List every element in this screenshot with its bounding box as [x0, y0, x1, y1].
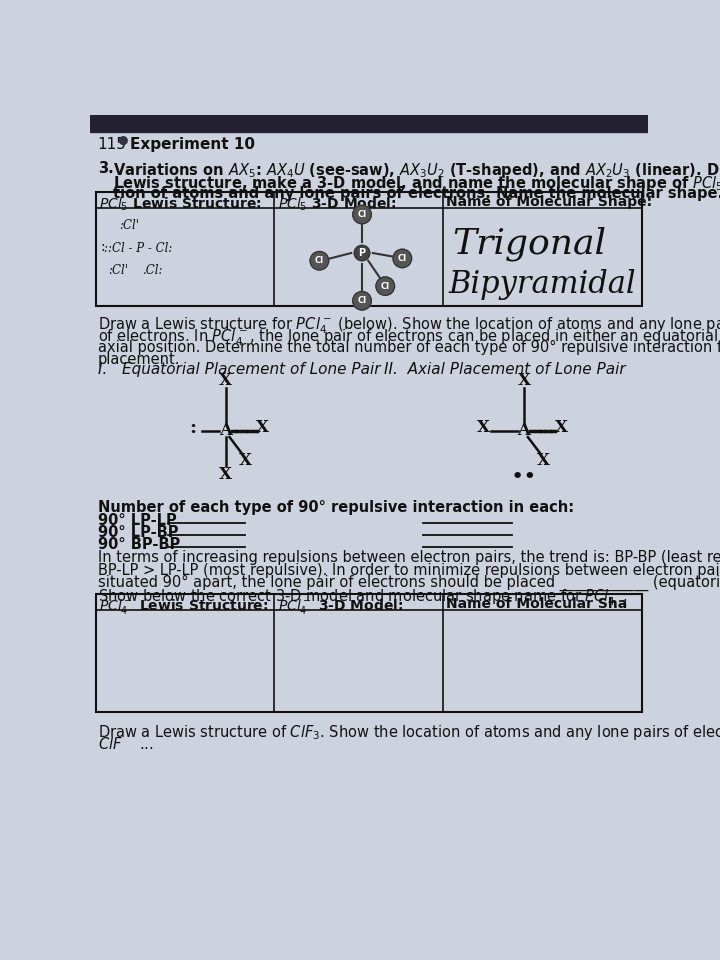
Text: .Cl:: .Cl: [143, 264, 163, 276]
Text: $PCl_4^-$ Lewis Structure:: $PCl_4^-$ Lewis Structure: [99, 597, 269, 616]
Circle shape [120, 136, 127, 144]
Text: Cl: Cl [397, 254, 407, 263]
Text: I.   Equatorial Placement of Lone Pair: I. Equatorial Placement of Lone Pair [98, 362, 380, 376]
Text: Trigonal: Trigonal [452, 227, 606, 261]
Text: Cl: Cl [315, 256, 324, 265]
Text: X: X [537, 451, 550, 468]
Text: BP-LP > LP-LP (most repulsive). In order to minimize repulsions between electron: BP-LP > LP-LP (most repulsive). In order… [98, 563, 720, 578]
Text: 115: 115 [98, 136, 127, 152]
Text: :: : [189, 419, 197, 437]
Text: $PCl_4^-$ 3-D Model:: $PCl_4^-$ 3-D Model: [277, 597, 403, 616]
Circle shape [310, 252, 329, 270]
Bar [96, 594, 642, 712]
Text: Cl: Cl [357, 297, 366, 305]
Text: Experiment 10: Experiment 10 [130, 136, 256, 152]
Text: A: A [518, 422, 531, 440]
Text: X: X [518, 372, 531, 390]
Text: 3.: 3. [98, 161, 114, 177]
Text: P: P [359, 248, 366, 258]
Circle shape [393, 250, 412, 268]
Text: In terms of increasing repulsions between electron pairs, the trend is: BP-BP (l: In terms of increasing repulsions betwee… [98, 550, 720, 565]
Text: tion of atoms and any lone pairs of electrons. Name the molecular shape.: tion of atoms and any lone pairs of elec… [113, 186, 720, 201]
Text: Number of each type of 90° repulsive interaction in each:: Number of each type of 90° repulsive int… [98, 500, 574, 516]
Circle shape [354, 246, 370, 261]
Text: Name of Molecular Shape:: Name of Molecular Shape: [446, 195, 652, 209]
Text: :Cl': :Cl' [120, 219, 140, 232]
Text: X: X [238, 451, 251, 468]
Text: II.  Axial Placement of Lone Pair: II. Axial Placement of Lone Pair [384, 362, 626, 376]
Text: Cl: Cl [381, 281, 390, 291]
Text: X: X [554, 420, 567, 436]
Text: $ClF$    ...: $ClF$ ... [98, 735, 153, 752]
Text: Variations on $AX_5$: $AX_4U$ (see-saw), $AX_3U_2$ (T-shaped), and $AX_2U_3$ (li: Variations on $AX_5$: $AX_4U$ (see-saw),… [113, 161, 720, 180]
Text: axial position. Determine the total number of each type of 90° repulsive interac: axial position. Determine the total numb… [98, 340, 720, 355]
Text: X: X [477, 420, 490, 436]
Circle shape [353, 292, 372, 310]
Text: X: X [219, 372, 232, 390]
Text: Lewis structure, make a 3-D model, and name the molecular shape of $PCl_5$. Show: Lewis structure, make a 3-D model, and n… [113, 174, 720, 193]
Text: Draw a Lewis structure for $PCl_4^-$ (below). Show the location of atoms and any: Draw a Lewis structure for $PCl_4^-$ (be… [98, 316, 720, 336]
Circle shape [353, 205, 372, 224]
Text: A: A [219, 422, 232, 440]
Text: X: X [256, 420, 269, 436]
Text: Show below the correct 3-D model and molecular shape name for $PCl_4^-$.: Show below the correct 3-D model and mol… [98, 588, 627, 608]
Text: X: X [219, 466, 232, 483]
Bar [96, 192, 642, 306]
Text: $PCl_5$ 3-D Model:: $PCl_5$ 3-D Model: [277, 195, 396, 213]
Text: :Cl': :Cl' [108, 264, 128, 276]
Text: 90° LP-LP: 90° LP-LP [98, 513, 176, 528]
Text: situated 90° apart, the lone pair of electrons should be placed ____________ (eq: situated 90° apart, the lone pair of ele… [98, 575, 720, 591]
Text: :: : [100, 240, 104, 254]
Text: Bipyramidal: Bipyramidal [449, 269, 636, 300]
Text: 90° LP-BP: 90° LP-BP [98, 525, 179, 540]
Text: 90° BP-BP: 90° BP-BP [98, 538, 180, 552]
Bar [90, 115, 648, 132]
Text: placement.: placement. [98, 352, 180, 368]
Text: ::Cl - P - Cl:: ::Cl - P - Cl: [104, 242, 172, 255]
Text: Cl: Cl [357, 210, 366, 219]
Circle shape [376, 276, 395, 296]
Text: ••: •• [510, 468, 537, 487]
Text: Draw a Lewis structure of $ClF_3$. Show the location of atoms and any lone pairs: Draw a Lewis structure of $ClF_3$. Show … [98, 724, 720, 742]
Text: of electrons. In $PCl_4^-$, the lone pair of electrons can be placed in either a: of electrons. In $PCl_4^-$, the lone pai… [98, 327, 720, 348]
Text: Name of Molecular Sha: Name of Molecular Sha [446, 597, 627, 612]
Text: $PCl_5$ Lewis Structure:: $PCl_5$ Lewis Structure: [99, 195, 262, 213]
